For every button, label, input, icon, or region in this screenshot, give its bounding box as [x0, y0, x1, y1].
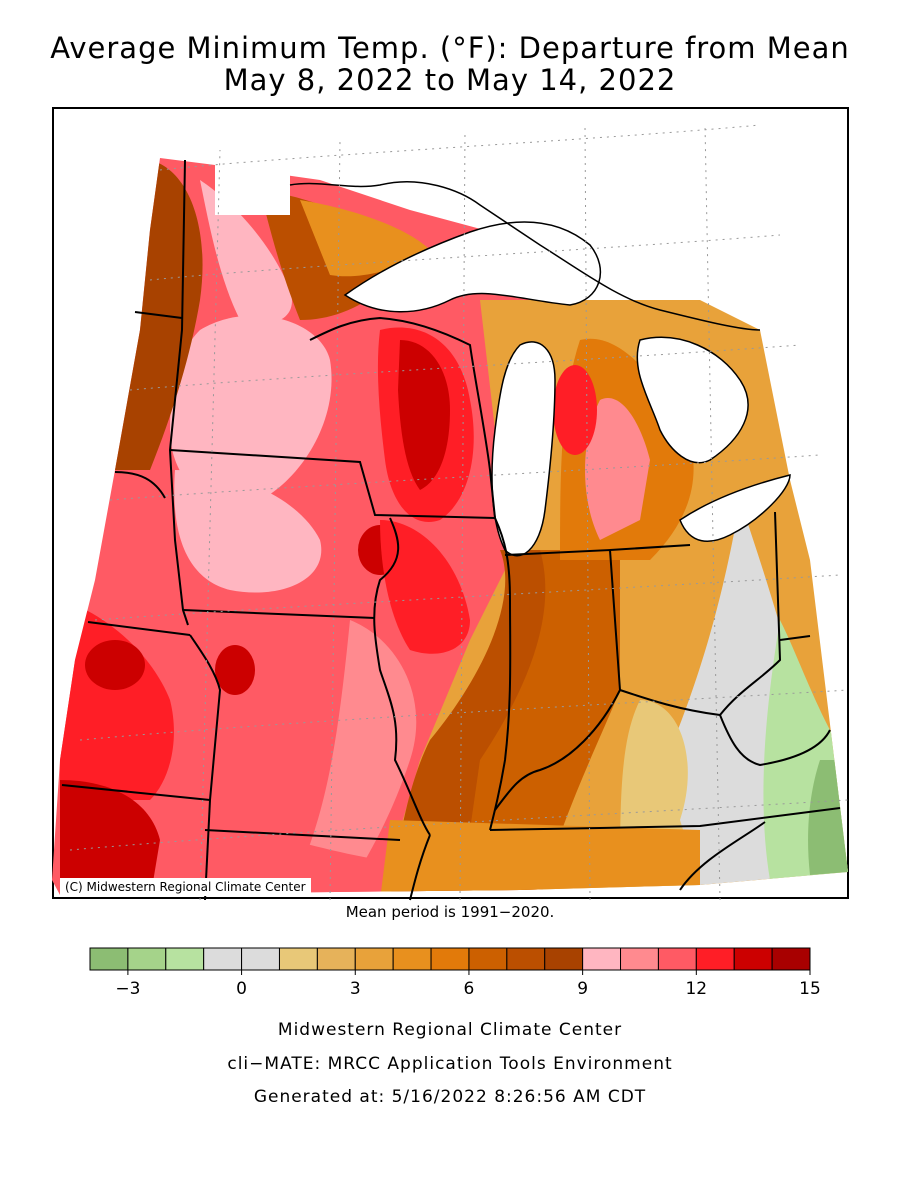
legend-tick-label: 6 [464, 979, 475, 999]
legend-swatch [89, 947, 129, 971]
legend-swatch [620, 947, 659, 971]
lake-of-the-woods-area [215, 165, 290, 215]
canada-border [289, 181, 761, 331]
legend-swatch [203, 947, 243, 971]
legend-tick-label: 9 [577, 979, 588, 999]
legend-swatch [695, 947, 735, 971]
footer-tool-name: cli−MATE: MRCC Application Tools Environ… [227, 1054, 673, 1074]
copyright-label: (C) Midwestern Regional Climate Center [60, 878, 311, 896]
legend-swatch [657, 947, 697, 971]
state-borders [61, 159, 841, 901]
legend-tick-label: 12 [685, 979, 707, 999]
legend-swatch [771, 947, 811, 971]
mean-period-note: Mean period is 1991−2020. [345, 903, 555, 921]
legend-swatch [241, 947, 280, 971]
great-lakes [215, 165, 791, 557]
legend-swatch [278, 947, 318, 971]
lake-superior [343, 221, 601, 313]
legend-swatch [392, 947, 432, 971]
footer-organization: Midwestern Regional Climate Center [277, 1020, 623, 1040]
legend-swatch [354, 947, 394, 971]
legend-swatch [468, 947, 508, 971]
legend-colorbar [89, 947, 811, 971]
legend-swatch [127, 947, 167, 971]
legend-tick-label: 0 [236, 979, 247, 999]
map-title: Average Minimum Temp. (°F): Departure fr… [50, 31, 850, 65]
lake-erie [679, 474, 791, 542]
lake-michigan [491, 341, 556, 557]
legend-swatch [544, 947, 584, 971]
legend-tick-label: 3 [350, 979, 361, 999]
legend-swatch [430, 947, 470, 971]
legend-swatch [582, 947, 622, 971]
footer-generated-time: Generated at: 5/16/2022 8:26:56 AM CDT [253, 1087, 647, 1107]
map-date-range: May 8, 2022 to May 14, 2022 [223, 63, 677, 97]
lat-lon-grid [69, 124, 849, 901]
legend-swatch [316, 947, 356, 971]
legend-tick-label: −3 [115, 979, 140, 999]
lake-huron [636, 336, 749, 464]
legend-swatch [165, 947, 205, 971]
legend-swatch [733, 947, 773, 971]
legend-tick-label: 15 [799, 979, 821, 999]
legend-ticks: −3 0 3 6 9 12 15 [115, 970, 821, 999]
legend-swatch [506, 947, 546, 971]
